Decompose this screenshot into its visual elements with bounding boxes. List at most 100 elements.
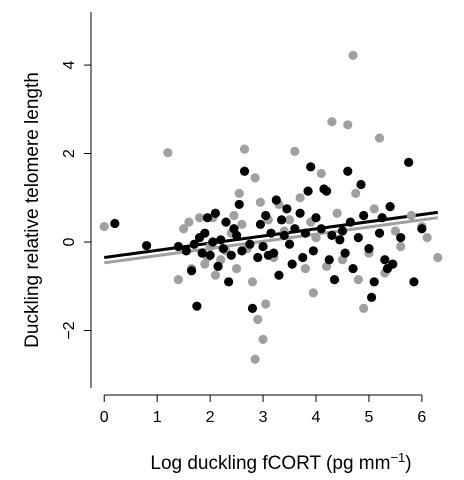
- data-point-series-1: [300, 263, 311, 274]
- data-point-series-1: [179, 224, 189, 234]
- data-point-series-2: [303, 186, 313, 196]
- data-point-series-2: [290, 224, 300, 234]
- data-point-series-2: [181, 246, 191, 256]
- data-point-series-2: [200, 228, 210, 238]
- data-point-series-1: [253, 314, 263, 325]
- data-point-series-2: [210, 208, 221, 218]
- data-point-series-2: [173, 241, 183, 252]
- data-point-series-1: [255, 197, 266, 207]
- data-point-series-1: [406, 210, 416, 221]
- data-point-series-2: [202, 213, 213, 223]
- data-point-series-2: [213, 261, 223, 271]
- y-tick-label: 2: [61, 149, 78, 158]
- data-point-series-2: [340, 248, 350, 258]
- data-point-series-1: [247, 277, 258, 287]
- data-point-series-2: [186, 266, 197, 276]
- x-axis-label: Log duckling fCORT (pg mm−1): [150, 450, 411, 474]
- data-point-series-2: [255, 219, 266, 229]
- data-point-series-1: [348, 50, 358, 60]
- data-point-series-2: [218, 244, 228, 254]
- data-point-series-1: [295, 193, 305, 203]
- data-point-series-1: [284, 215, 295, 225]
- data-point-series-2: [364, 244, 374, 254]
- data-point-series-2: [388, 259, 398, 269]
- data-point-series-2: [282, 204, 292, 214]
- data-point-series-2: [409, 277, 419, 287]
- data-point-series-1: [359, 303, 369, 313]
- data-point-series-2: [261, 210, 271, 221]
- data-point-series-2: [226, 250, 236, 260]
- x-axis-label-superscript: −1: [390, 450, 405, 465]
- data-point-series-1: [261, 299, 271, 309]
- data-point-series-1: [250, 354, 260, 364]
- data-point-series-2: [300, 228, 311, 238]
- y-ticks: −2 0 2 4: [61, 61, 91, 340]
- data-point-series-2: [271, 195, 281, 205]
- data-point-series-1: [374, 133, 385, 143]
- x-axis-label-main: Log duckling fCORT (pg mm: [150, 453, 390, 474]
- x-tick-label: 5: [364, 409, 373, 426]
- x-tick-label: 0: [100, 409, 109, 426]
- data-point-series-1: [163, 148, 173, 158]
- data-point-series-2: [224, 277, 234, 287]
- data-point-series-1: [351, 188, 361, 198]
- data-point-series-1: [194, 213, 205, 223]
- data-point-series-2: [359, 210, 369, 221]
- data-point-series-2: [369, 277, 379, 287]
- fit-line-1: [104, 216, 438, 265]
- data-point-series-2: [234, 199, 244, 210]
- x-tick-label: 3: [259, 409, 268, 426]
- data-point-series-1: [353, 275, 363, 285]
- data-point-series-2: [324, 255, 334, 265]
- data-point-series-2: [327, 230, 337, 240]
- data-point-series-1: [237, 219, 247, 229]
- data-point-series-2: [316, 224, 326, 234]
- data-point-series-2: [269, 248, 279, 258]
- data-point-series-2: [237, 246, 247, 256]
- data-point-series-2: [353, 233, 363, 243]
- data-point-series-2: [356, 179, 366, 190]
- y-axis-label: Duckling relative telomere length: [22, 72, 43, 348]
- data-point-series-2: [279, 230, 289, 240]
- data-point-series-2: [329, 275, 340, 285]
- data-point-series-2: [404, 157, 414, 167]
- data-point-series-2: [205, 250, 215, 260]
- data-point-series-2: [208, 237, 218, 247]
- data-point-series-2: [417, 224, 427, 234]
- data-point-series-1: [173, 275, 183, 285]
- data-point-series-1: [210, 270, 221, 280]
- data-point-series-2: [385, 202, 395, 212]
- x-tick-label: 4: [312, 409, 321, 426]
- data-point-series-2: [141, 240, 152, 251]
- data-point-series-2: [343, 166, 353, 176]
- data-point-series-2: [335, 235, 345, 245]
- data-point-series-2: [189, 239, 199, 249]
- data-point-series-2: [284, 239, 295, 249]
- data-point-series-1: [433, 252, 443, 263]
- data-point-series-2: [377, 213, 387, 223]
- data-point-series-2: [247, 303, 258, 313]
- x-tick-label: 6: [417, 409, 426, 426]
- data-point-series-2: [345, 217, 356, 227]
- data-point-series-1: [396, 241, 406, 252]
- data-point-series-2: [221, 217, 231, 227]
- data-point-series-1: [316, 168, 326, 179]
- x-axis-label-suffix: ): [405, 453, 411, 474]
- data-point-series-2: [253, 252, 263, 263]
- data-point-series-1: [229, 210, 239, 221]
- x-tick-label: 2: [206, 409, 215, 426]
- data-point-series-2: [110, 218, 120, 229]
- data-points: [99, 50, 443, 364]
- data-point-series-1: [308, 288, 318, 298]
- data-point-series-2: [192, 301, 202, 311]
- data-point-series-2: [337, 226, 348, 236]
- data-point-series-1: [99, 221, 109, 232]
- data-point-series-2: [245, 239, 255, 249]
- x-tick-label: 1: [153, 409, 162, 426]
- data-point-series-1: [234, 188, 244, 198]
- data-point-series-2: [321, 186, 332, 196]
- data-point-series-1: [327, 117, 337, 127]
- data-point-series-2: [348, 263, 358, 274]
- data-point-series-2: [308, 246, 318, 256]
